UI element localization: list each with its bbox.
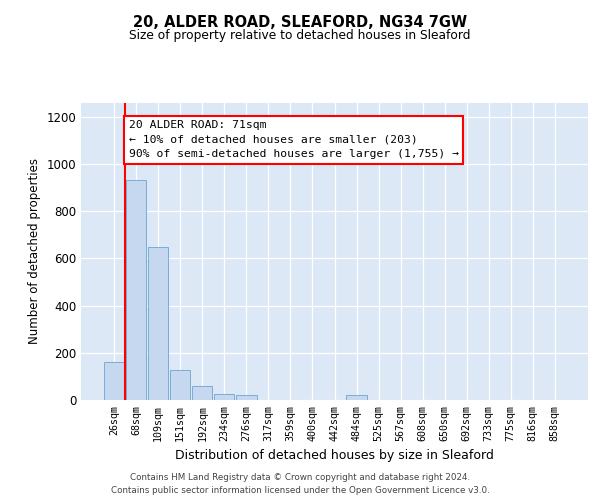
Bar bbox=[170, 370, 190, 400]
Text: Contains public sector information licensed under the Open Government Licence v3: Contains public sector information licen… bbox=[110, 486, 490, 495]
Text: 20, ALDER ROAD, SLEAFORD, NG34 7GW: 20, ALDER ROAD, SLEAFORD, NG34 7GW bbox=[133, 15, 467, 30]
Bar bbox=[346, 396, 367, 400]
Text: Size of property relative to detached houses in Sleaford: Size of property relative to detached ho… bbox=[129, 29, 471, 42]
Bar bbox=[192, 386, 212, 400]
Bar bbox=[126, 180, 146, 400]
Bar bbox=[104, 362, 124, 400]
Bar bbox=[214, 394, 235, 400]
Bar bbox=[236, 396, 257, 400]
X-axis label: Distribution of detached houses by size in Sleaford: Distribution of detached houses by size … bbox=[175, 449, 494, 462]
Y-axis label: Number of detached properties: Number of detached properties bbox=[28, 158, 41, 344]
Bar bbox=[148, 246, 169, 400]
Text: 20 ALDER ROAD: 71sqm
← 10% of detached houses are smaller (203)
90% of semi-deta: 20 ALDER ROAD: 71sqm ← 10% of detached h… bbox=[128, 120, 458, 159]
Text: Contains HM Land Registry data © Crown copyright and database right 2024.: Contains HM Land Registry data © Crown c… bbox=[130, 472, 470, 482]
